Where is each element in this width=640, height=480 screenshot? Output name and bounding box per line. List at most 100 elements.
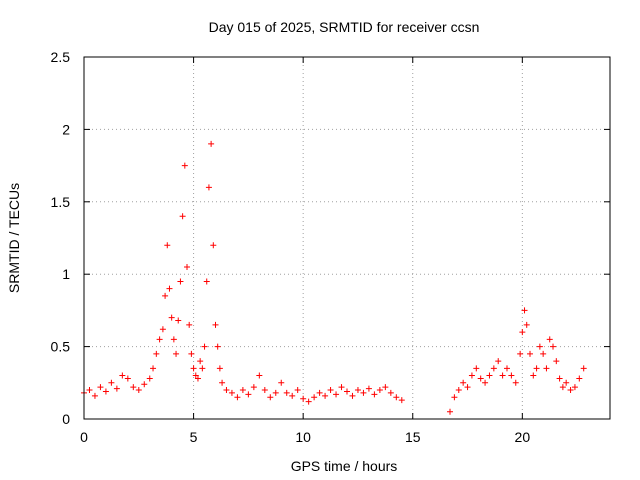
data-point <box>495 358 502 365</box>
data-point <box>447 408 454 415</box>
data-point <box>382 384 389 391</box>
data-point <box>289 392 296 399</box>
data-point <box>567 387 574 394</box>
data-point <box>580 365 587 372</box>
data-point <box>365 385 372 392</box>
data-point <box>327 387 334 394</box>
data-point <box>278 379 285 386</box>
data-point <box>124 375 131 382</box>
data-point <box>349 392 356 399</box>
data-point <box>205 184 212 191</box>
data-point <box>360 389 367 396</box>
data-point <box>245 391 252 398</box>
y-tick-label: 2.5 <box>51 49 71 65</box>
data-point <box>393 394 400 401</box>
data-point <box>571 384 578 391</box>
data-point <box>153 350 160 357</box>
data-point <box>119 372 126 379</box>
data-point <box>141 381 148 388</box>
data-point <box>451 394 458 401</box>
data-point <box>523 321 530 328</box>
data-point <box>91 392 98 399</box>
data-point <box>536 343 543 350</box>
data-point <box>168 314 175 321</box>
plot-frame <box>83 56 611 420</box>
data-point <box>186 321 193 328</box>
data-point <box>305 398 312 405</box>
data-point <box>512 379 519 386</box>
data-point <box>490 365 497 372</box>
data-point <box>543 365 550 372</box>
data-point <box>576 375 583 382</box>
data-point <box>521 307 528 314</box>
data-point <box>194 375 201 382</box>
data-point <box>210 242 217 249</box>
data-point <box>113 385 120 392</box>
data-point <box>486 372 493 379</box>
data-point <box>201 343 208 350</box>
y-tick-label: 1.5 <box>51 194 71 210</box>
data-point <box>219 379 226 386</box>
data-point <box>130 384 137 391</box>
data-point <box>468 372 475 379</box>
y-tick-label: 0.5 <box>51 339 71 355</box>
data-point <box>546 336 553 343</box>
y-axis-label: SRMTID / TECUs <box>6 183 22 293</box>
data-point <box>135 387 142 394</box>
data-point <box>460 379 467 386</box>
data-point <box>322 392 329 399</box>
data-point <box>234 394 241 401</box>
data-point <box>376 387 383 394</box>
data-point <box>530 372 537 379</box>
data-point <box>300 395 307 402</box>
data-point <box>294 387 301 394</box>
data-point <box>272 389 279 396</box>
data-point <box>261 387 268 394</box>
data-point <box>184 263 191 270</box>
data-point <box>170 336 177 343</box>
data-point <box>212 321 219 328</box>
data-point <box>559 384 566 391</box>
data-point <box>455 387 462 394</box>
data-point <box>203 278 210 285</box>
data-point <box>214 343 221 350</box>
data-point <box>533 365 540 372</box>
data-point <box>398 397 405 404</box>
data-point <box>556 375 563 382</box>
data-point <box>239 387 246 394</box>
data-point <box>499 372 506 379</box>
x-tick-label: 10 <box>295 429 311 445</box>
x-tick-label: 0 <box>80 429 88 445</box>
chart-title: Day 015 of 2025, SRMTID for receiver ccs… <box>209 19 480 35</box>
data-point <box>387 389 394 396</box>
y-tick-label: 0 <box>62 411 70 427</box>
data-point <box>190 365 197 372</box>
x-tick-label: 20 <box>515 429 531 445</box>
data-point <box>175 317 182 324</box>
data-point <box>256 372 263 379</box>
data-point <box>228 389 235 396</box>
data-point <box>162 292 169 299</box>
data-point <box>338 384 345 391</box>
data-point <box>199 365 206 372</box>
data-point <box>173 350 180 357</box>
data-point <box>97 384 104 391</box>
data-point <box>519 329 526 336</box>
data-point <box>177 278 184 285</box>
data-point <box>311 394 318 401</box>
data-point <box>517 350 524 357</box>
data-point <box>223 387 230 394</box>
data-point <box>156 336 163 343</box>
data-point <box>550 343 557 350</box>
data-point <box>553 358 560 365</box>
data-point <box>477 375 484 382</box>
data-point <box>108 379 115 386</box>
data-point <box>164 242 171 249</box>
data-point <box>208 140 215 147</box>
data-point <box>181 162 188 169</box>
data-point <box>102 388 109 395</box>
x-tick-label: 15 <box>405 429 421 445</box>
data-point <box>333 391 340 398</box>
